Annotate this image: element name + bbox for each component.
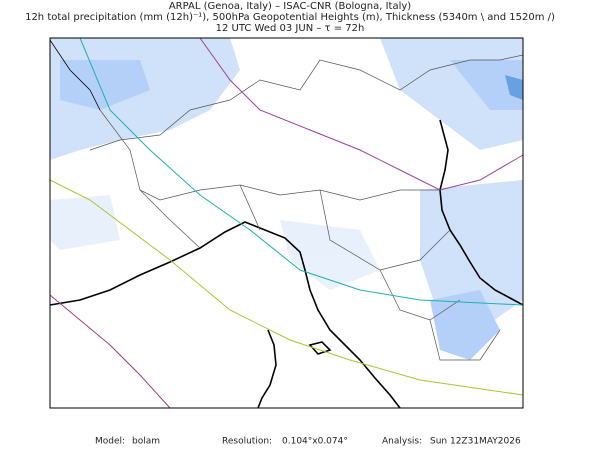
borders <box>89 54 524 361</box>
header-line: 12 UTC Wed 03 JUN – τ = 72h <box>216 23 365 34</box>
footer-value: 0.104°x0.074° <box>282 437 348 447</box>
map-frame <box>49 37 524 409</box>
precipitation <box>50 38 523 360</box>
header-line: ARPAL (Genoa, Italy) – ISAC-CNR (Bologna… <box>169 1 411 12</box>
footer-value: Sun 12Z31MAY2026 <box>430 437 521 447</box>
header-line: 12h total precipitation (mm (12h)⁻¹), 50… <box>25 12 555 23</box>
footer-label: Model: <box>95 437 125 447</box>
footer-label: Analysis: <box>382 437 422 447</box>
coastline <box>49 39 524 409</box>
footer-value: bolam <box>132 437 160 447</box>
footer-label: Resolution: <box>222 437 272 447</box>
contours <box>49 37 524 409</box>
